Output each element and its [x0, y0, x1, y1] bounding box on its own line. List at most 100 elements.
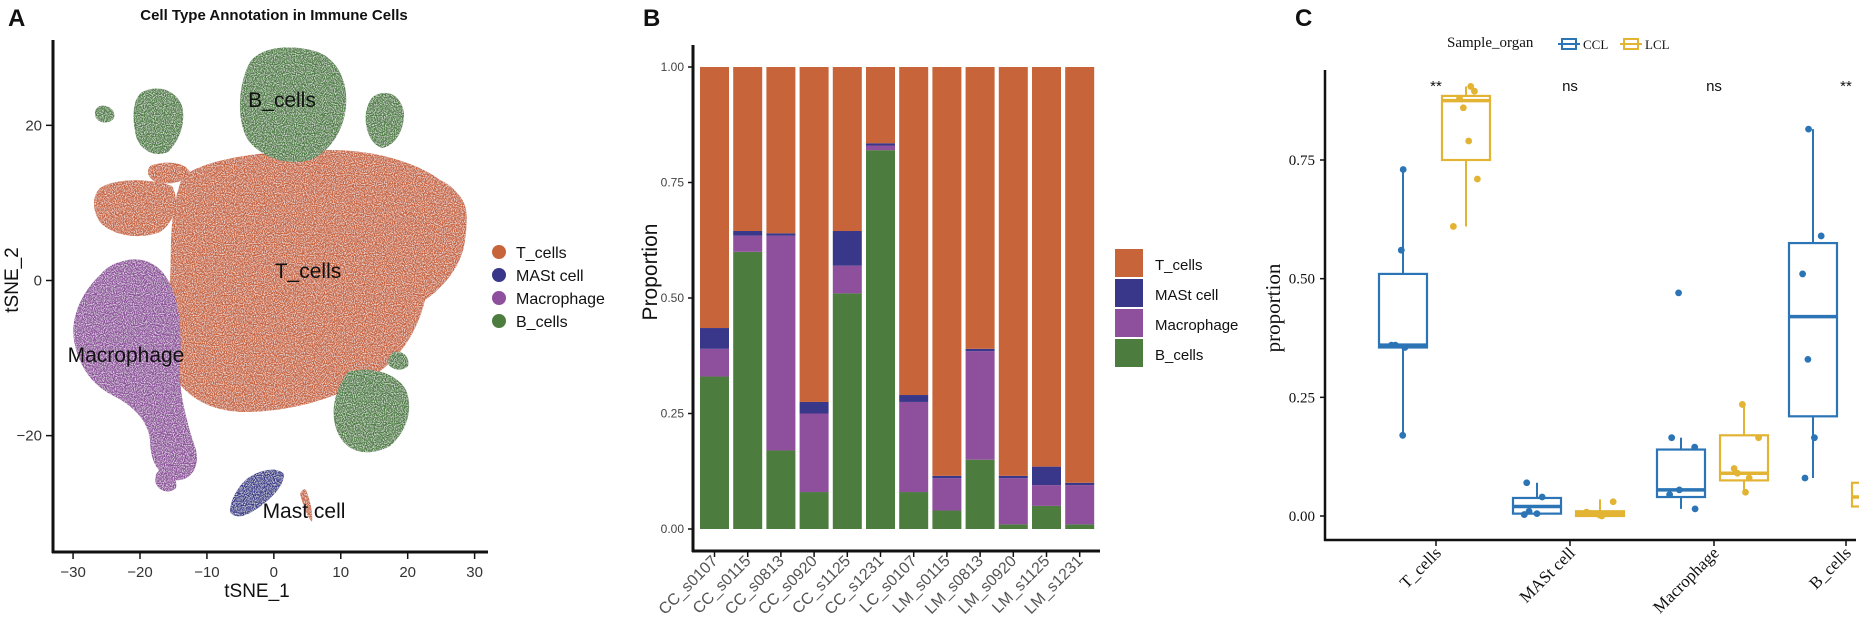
bar-segment-b-cells: [799, 492, 829, 529]
box-point: [1533, 510, 1541, 518]
panel-c-significance: ** ns ns **: [1430, 78, 1852, 95]
legend-b-swatch-mast: [1115, 279, 1143, 307]
box-point: [1397, 246, 1405, 254]
box-point: [1801, 474, 1809, 482]
box-macrophage-lcl: [1718, 401, 1770, 496]
panel-a-legend: T_cells MASt cell Macrophage B_cells: [492, 245, 605, 331]
box-point: [1730, 465, 1738, 472]
box-point: [1523, 479, 1531, 487]
legend-a-dot-macrophage: [492, 291, 506, 305]
bar-segment-macrophage: [799, 413, 829, 493]
box-body: [1440, 94, 1492, 162]
legend-b-label-mast: MASt cell: [1155, 287, 1218, 304]
panel-b-letter: B: [643, 5, 660, 32]
cluster-macrophage: [73, 259, 197, 492]
panel-c-boxes: [1377, 83, 1859, 520]
box-point: [1538, 493, 1546, 501]
a-x-tick-label: 20: [399, 564, 416, 581]
a-x-tick-label: −20: [127, 564, 152, 581]
bar-segment-b-cells: [965, 459, 995, 529]
box-point: [1525, 507, 1533, 515]
bar-segment-macrophage: [899, 401, 929, 493]
box-point: [1596, 511, 1604, 519]
box-t-cells-lcl: [1440, 83, 1492, 230]
legend-a-dot-b-cells: [492, 314, 506, 328]
panel-c-legend: Sample_organ CCL LCL: [1447, 35, 1670, 52]
bar-segment-b-cells: [1065, 524, 1095, 529]
bar-segment-macrophage: [1032, 485, 1061, 506]
box-mast-cell-lcl: [1574, 498, 1626, 520]
bar-segment-mast-cell: [700, 328, 729, 349]
box-macrophage-ccl: [1655, 289, 1707, 513]
panel-b-x-ticks: CC_s0107CC_s0115CC_s0813CC_s0920CC_s1125…: [656, 552, 1087, 618]
c-x-tick-label: Macrophage: [1649, 543, 1723, 617]
label-macrophage: Macrophage: [68, 344, 185, 367]
panel-b-legend: T_cells MASt cell Macrophage B_cells: [1115, 249, 1238, 367]
panel-a-tsne: A Cell Type Annotation in Immune Cells: [2, 5, 605, 602]
bar-segment-b-cells: [766, 450, 796, 529]
legend-c-title: Sample_organ: [1447, 35, 1534, 51]
bar-segment-mast-cell: [733, 231, 763, 236]
panel-a-y-ticks: 20 0 −20: [17, 117, 53, 445]
bar-segment-mast-cell: [998, 475, 1028, 479]
bar-segment-t-cells: [766, 67, 796, 234]
bar-segment-mast-cell: [832, 231, 862, 266]
box-point: [1465, 137, 1473, 145]
box-point: [1399, 166, 1407, 173]
box-point: [1391, 341, 1399, 349]
c-significance-label: ns: [1562, 78, 1578, 95]
a-y-tick-label: 20: [25, 117, 42, 134]
b-y-tick-label: 0.00: [661, 522, 685, 536]
tsne-clusters: [73, 47, 467, 522]
box-body: [1787, 241, 1839, 418]
bar-segment-mast-cell: [766, 233, 796, 236]
box-point: [1449, 223, 1457, 230]
c-significance-label: **: [1840, 78, 1852, 95]
c-y-tick-label: 0.75: [1289, 153, 1315, 169]
bar-segment-b-cells: [700, 376, 729, 529]
legend-b-swatch-t-cells: [1115, 249, 1143, 277]
bar-segment-b-cells: [932, 510, 962, 529]
box-point: [1817, 232, 1825, 240]
bar-segment-t-cells: [866, 67, 895, 144]
legend-a-label-b-cells: B_cells: [516, 314, 568, 331]
box-point: [1691, 505, 1699, 513]
a-x-tick-label: −10: [194, 564, 219, 581]
bar-segment-macrophage: [1065, 485, 1095, 525]
cluster-b-cells: [95, 47, 410, 453]
panel-b-y-ticks: 0.00 0.25 0.50 0.75 1.00: [661, 60, 693, 536]
label-mast-cell: Mast cell: [263, 500, 346, 523]
box-point: [1805, 125, 1812, 133]
box-point: [1609, 498, 1617, 506]
bar-segment-t-cells: [899, 67, 929, 396]
legend-c-label-lcl: LCL: [1645, 37, 1670, 52]
bar-segment-macrophage: [832, 265, 862, 294]
box-point: [1666, 491, 1674, 499]
panel-b-y-label: Proportion: [639, 224, 662, 321]
box-point: [1804, 355, 1812, 363]
c-y-tick-label: 0.25: [1289, 390, 1315, 406]
panel-c-y-label: proportion: [1261, 263, 1285, 352]
bar-segment-t-cells: [932, 67, 962, 476]
bar-segment-b-cells: [832, 293, 862, 529]
b-y-tick-label: 0.25: [661, 407, 685, 421]
box-point: [1738, 401, 1746, 408]
legend-c-key-ccl: [1558, 38, 1580, 50]
c-x-tick-label: T_cells: [1396, 543, 1445, 592]
a-y-tick-label: −20: [17, 428, 42, 445]
panel-a-y-label: tSNE_2: [2, 247, 23, 312]
bar-segment-mast-cell: [899, 395, 929, 402]
bar-segment-t-cells: [965, 67, 995, 349]
panel-a-letter: A: [8, 5, 25, 32]
box-point: [1399, 431, 1407, 439]
bar-segment-t-cells: [998, 67, 1028, 476]
bar-segment-mast-cell: [1032, 466, 1061, 486]
legend-b-swatch-macrophage: [1115, 309, 1143, 337]
bar-segment-mast-cell: [965, 348, 995, 352]
panel-b-bars: [700, 67, 1095, 530]
legend-a-dot-t-cells: [492, 245, 506, 259]
legend-b-label-t-cells: T_cells: [1155, 257, 1203, 274]
c-significance-label: **: [1430, 78, 1442, 95]
box-mast-cell-ccl: [1511, 479, 1563, 518]
